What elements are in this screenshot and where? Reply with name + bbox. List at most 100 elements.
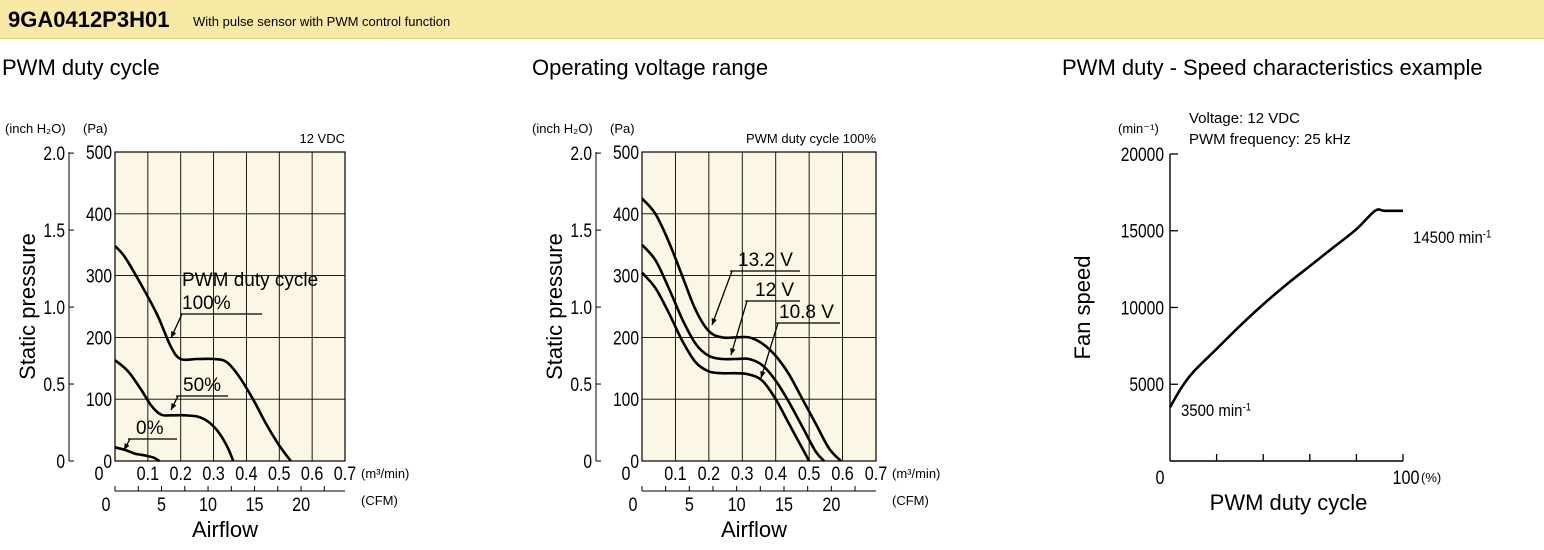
chart2-ytick-pa: 500 (613, 142, 639, 164)
chart2-ytick-pa: 200 (613, 327, 639, 349)
chart1-ytick-pa: 400 (86, 203, 112, 225)
chart3-annotation-max: 14500 min-1 (1413, 229, 1492, 248)
chart1-ytick-pa: 300 (86, 265, 112, 287)
chart1-ytick-inch: 0.5 (43, 374, 65, 396)
chart2-x2tick: 20 (822, 494, 840, 516)
chart1-x2tick: 15 (246, 494, 264, 516)
chart1-x-unit: (m³/min) (361, 466, 409, 481)
chart2-series-0-line (641, 197, 842, 462)
chart1-legend-title: PWM duty cycle (182, 270, 318, 291)
header-bar: 9GA0412P3H01 With pulse sensor with PWM … (0, 0, 1544, 39)
chart2-xtick: 0.2 (698, 463, 720, 485)
chart2-ytick-inch: 2.0 (570, 143, 592, 165)
chart2-ytick-inch: 1.0 (570, 297, 592, 319)
chart1-x2tick: 0 (102, 494, 111, 516)
chart1-ytick-pa: 200 (86, 327, 112, 349)
chart2-xtick: 0.1 (664, 463, 686, 485)
chart1-xtick: 0 (95, 463, 104, 485)
chart1-xtick: 0.4 (235, 463, 258, 485)
chart1-title: PWM duty cycle (2, 55, 160, 80)
chart2-xtick: 0 (622, 463, 631, 485)
chart3-ytick: 10000 (1121, 297, 1164, 319)
chart1-label-100-arrowhead (171, 331, 177, 338)
chart2-x2-unit: (CFM) (892, 493, 929, 508)
chart1-ytick-inch: 2.0 (43, 143, 65, 165)
chart3-ytick: 5000 (1129, 374, 1164, 396)
chart2-xtick: 0.3 (731, 463, 754, 485)
chart1-label-0-arrowhead (124, 443, 130, 450)
chart1-xtick: 0.5 (268, 463, 291, 485)
chart2-label-12: 12 V (755, 280, 794, 301)
chart3-y-unit: (min⁻¹) (1118, 121, 1159, 136)
chart2-ylabel: Static pressure (542, 233, 567, 380)
chart1-ytick-inch: 1.0 (43, 297, 65, 319)
chart2-x2tick: 10 (728, 494, 746, 516)
chart2-x2tick: 15 (775, 494, 793, 516)
model-number: 9GA0412P3H01 (8, 7, 170, 32)
chart2-label-12-arrowhead (730, 348, 736, 355)
chart2-ytick-pa: 100 (613, 389, 639, 411)
chart2-ytick-pa: 0 (630, 451, 639, 473)
chart3-series-0-line (1168, 208, 1403, 408)
chart2-ytick-inch: 0 (583, 451, 592, 473)
chart2-ytick-pa: 300 (613, 265, 639, 287)
chart2-label-108-arrowhead (760, 371, 766, 378)
chart1-ytick-inch: 1.5 (43, 220, 65, 242)
chart2-label-12-leader (730, 300, 748, 356)
chart1-ylabel: Static pressure (15, 233, 40, 380)
chart1-xtick: 0.3 (202, 463, 225, 485)
chart1-x2tick: 20 (292, 494, 310, 516)
chart2-series-2-line (641, 271, 811, 462)
chart1-x2tick: 10 (199, 494, 217, 516)
chart3-condition-voltage: Voltage: 12 VDC (1189, 110, 1300, 127)
chart1-xtick: 0.6 (301, 463, 324, 485)
chart3-ytick: 15000 (1121, 220, 1164, 242)
chart1-label-0: 0% (136, 418, 164, 439)
chart2-xtick: 0.5 (798, 463, 821, 485)
chart3-xtick: 0 (1156, 467, 1165, 489)
chart1-y-unit-left: (inch H₂O) (5, 121, 66, 136)
chart2-xtick: 0.6 (831, 463, 854, 485)
chart3-title: PWM duty - Speed characteristics example (1062, 55, 1483, 80)
chart1-x2-unit: (CFM) (361, 493, 398, 508)
chart2-x2tick: 0 (629, 494, 638, 516)
chart1-series-2-line (114, 446, 161, 463)
chart1-xtick: 0.2 (169, 463, 191, 485)
chart3-xtick: 100 (1393, 467, 1420, 489)
chart2-y-unit-left: (inch H₂O) (532, 121, 593, 136)
chart2-xtick: 0.7 (865, 463, 887, 485)
chart3-x-unit: (%) (1421, 470, 1441, 485)
chart1-ytick-pa: 500 (86, 142, 112, 164)
chart1-series-0-line (114, 245, 292, 462)
model-description: With pulse sensor with PWM control funct… (193, 14, 451, 29)
chart1-x2tick: 5 (157, 494, 166, 516)
chart1-condition: 12 VDC (299, 131, 345, 146)
chart1-series-1-line (114, 359, 235, 462)
chart2-condition: PWM duty cycle 100% (746, 131, 876, 146)
chart1-xtick: 0.7 (334, 463, 356, 485)
chart1-xtick: 0.1 (137, 463, 159, 485)
chart2-ytick-pa: 400 (613, 203, 639, 225)
chart2-label-108-leader (760, 322, 779, 379)
chart1-y-unit-right: (Pa) (83, 121, 108, 136)
chart2-x2tick: 5 (685, 494, 694, 516)
chart3-condition-frequency: PWM frequency: 25 kHz (1189, 131, 1351, 148)
chart2-label-132-leader (711, 270, 733, 326)
chart1-label-50: 50% (183, 375, 221, 396)
chart3-ytick: 20000 (1121, 144, 1164, 166)
chart2-plot-area (641, 151, 877, 462)
chart1-ytick-pa: 100 (86, 389, 112, 411)
chart2-y-unit-right: (Pa) (610, 121, 635, 136)
chart3-xlabel: PWM duty cycle (1210, 490, 1368, 515)
chart2-ytick-inch: 0.5 (570, 374, 592, 396)
chart3-ylabel: Fan speed (1070, 256, 1095, 360)
chart2-xtick: 0.4 (764, 463, 787, 485)
chart2-ytick-inch: 1.5 (570, 220, 592, 242)
chart2-label-132-arrowhead (711, 318, 717, 325)
chart1-ytick-pa: 0 (103, 451, 112, 473)
chart2-series-1-line (641, 243, 826, 462)
chart1-ytick-inch: 0 (56, 451, 65, 473)
chart2-title: Operating voltage range (532, 55, 769, 80)
chart3-annotation-min: 3500 min-1 (1181, 402, 1251, 421)
